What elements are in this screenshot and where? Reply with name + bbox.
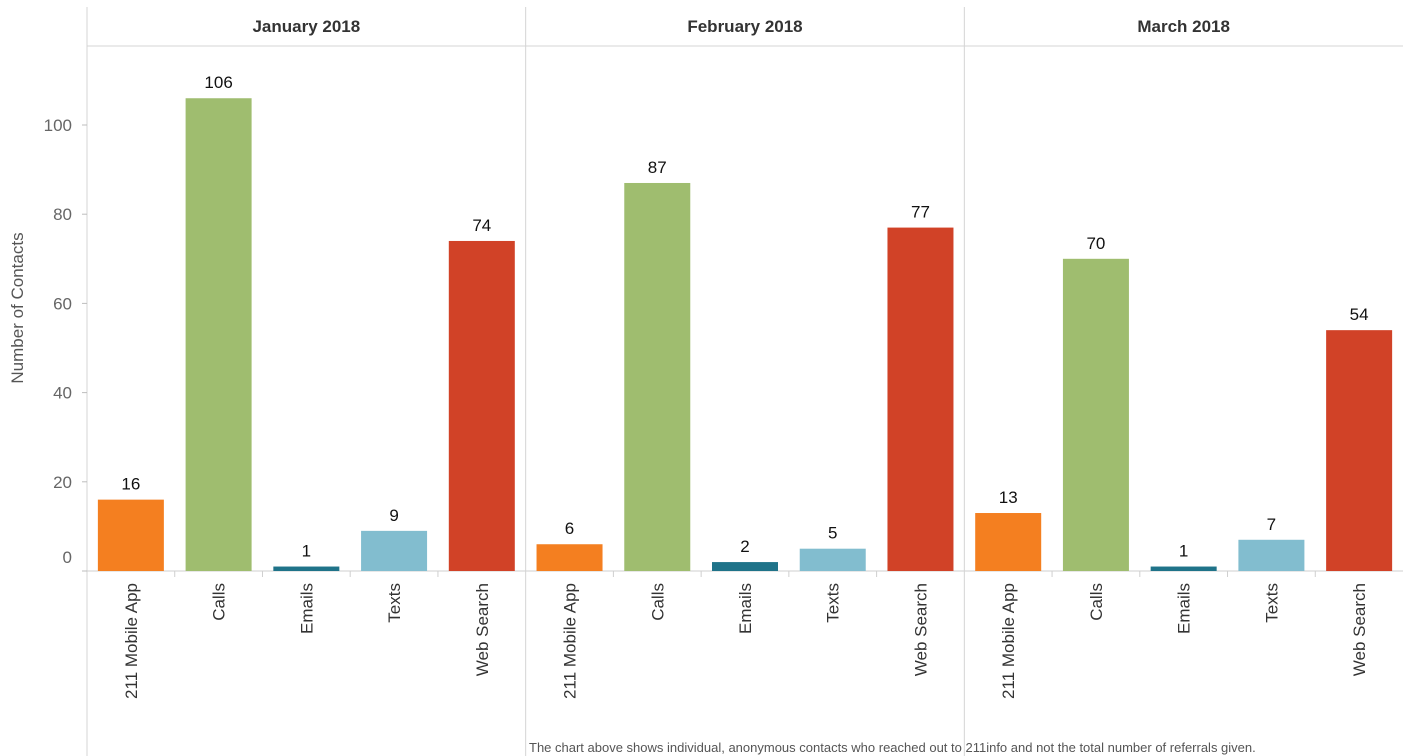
panel-march-2018: March 2018 13 211 Mobile App 70 Calls 1 Emails… [963, 7, 1393, 756]
category-label: Calls [1087, 583, 1106, 621]
category-label: Calls [648, 583, 667, 621]
data-label: 77 [911, 203, 930, 222]
panel-february-2018: February 2018 6 211 Mobile App 87 Calls 2 Emai… [525, 7, 954, 756]
y-tick-label: 40 [53, 384, 72, 403]
category-label: 211 Mobile App [999, 583, 1018, 699]
data-label: 13 [999, 488, 1018, 507]
category-label: Texts [824, 583, 843, 623]
bar-calls [624, 182, 691, 572]
data-label: 7 [1267, 515, 1276, 534]
data-label: 16 [121, 475, 140, 494]
bar-texts [799, 548, 866, 571]
y-axis: Number of Contacts 0 20 40 60 80 100 [8, 116, 87, 572]
panel-frame [86, 7, 1403, 756]
category-label: Texts [385, 583, 404, 623]
category-label: Web Search [911, 583, 930, 676]
bar-texts [1238, 539, 1305, 571]
y-tick-label: 60 [53, 294, 72, 313]
category-label: Calls [210, 583, 229, 621]
bar-web-search [1326, 330, 1393, 571]
data-label: 54 [1350, 305, 1369, 324]
data-label: 106 [204, 73, 232, 92]
bar-emails [273, 566, 340, 571]
data-label: 74 [472, 216, 491, 235]
panel-january-2018: January 2018 16 211 Mobile App 106 Calls 1 Ema… [97, 17, 515, 699]
category-label: Web Search [1350, 583, 1369, 676]
category-label: 211 Mobile App [561, 583, 580, 699]
data-label: 6 [565, 519, 574, 538]
data-label: 87 [648, 158, 667, 177]
bar-211-mobile-app [975, 513, 1042, 571]
bar-211-mobile-app [536, 544, 603, 571]
y-tick-label: 80 [53, 205, 72, 224]
category-label: Web Search [473, 583, 492, 676]
data-label: 5 [828, 524, 837, 543]
bar-calls [1062, 258, 1129, 571]
category-label: Texts [1262, 583, 1281, 623]
data-label: 1 [1179, 542, 1188, 561]
bar-texts [361, 530, 428, 571]
bar-web-search [448, 240, 515, 571]
y-axis-title: Number of Contacts [8, 232, 27, 383]
category-label: Emails [736, 583, 755, 634]
bar-emails [712, 562, 778, 571]
panel-title: March 2018 [1137, 17, 1230, 36]
category-label: Emails [297, 583, 316, 634]
category-label: Emails [1175, 583, 1194, 634]
y-tick-label: 0 [63, 548, 72, 567]
bar-211-mobile-app [97, 499, 164, 571]
panel-title: January 2018 [252, 17, 360, 36]
data-label: 2 [740, 537, 749, 556]
data-label: 1 [302, 542, 311, 561]
chart-footnote: The chart above shows individual, anonym… [529, 740, 1256, 755]
bar-emails [1150, 566, 1217, 571]
panel-title: February 2018 [687, 17, 802, 36]
data-label: 70 [1086, 234, 1105, 253]
data-label: 9 [389, 506, 398, 525]
category-label: 211 Mobile App [122, 583, 141, 699]
bar-calls [185, 98, 252, 572]
y-tick-label: 20 [53, 473, 72, 492]
bar-web-search [887, 227, 954, 571]
y-tick-label: 100 [44, 116, 72, 135]
